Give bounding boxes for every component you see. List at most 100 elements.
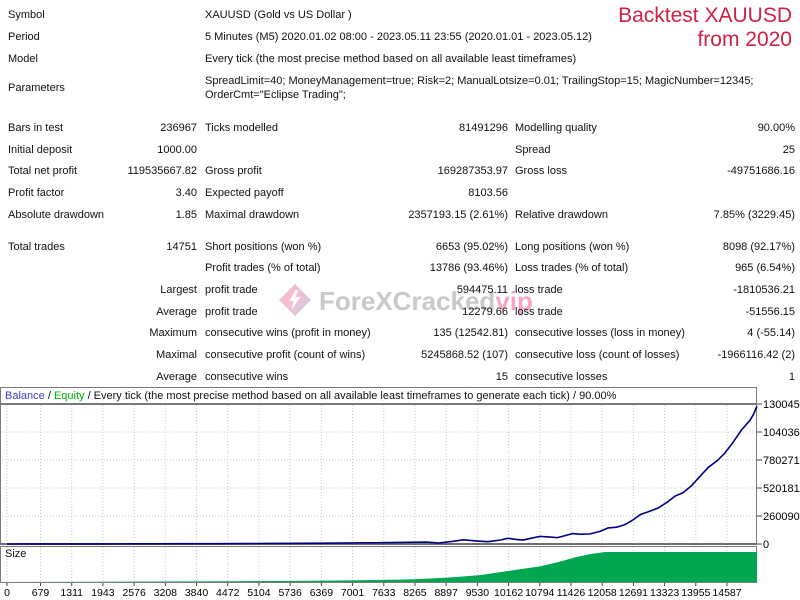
report-label-b: [205, 143, 400, 157]
column-gap: [197, 186, 205, 200]
report-value-c: -49751686.16: [727, 165, 795, 177]
report-label-a: [8, 370, 118, 384]
report-label-a: Profit factor: [8, 187, 65, 199]
report-value-c: 8098 (92.17%): [722, 241, 795, 253]
report-label-a: [8, 348, 118, 362]
report-label-c: consecutive loss (count of losses): [515, 349, 680, 361]
report-row: Bars in test 236967 Ticks modelled 81491296…: [0, 121, 800, 135]
report-value-c: 7.85% (3229.45): [713, 209, 795, 221]
report-info-label: Parameters: [8, 82, 65, 94]
report-info-row: Model Every tick (the most precise method…: [0, 52, 800, 66]
y-axis-label: 0: [763, 539, 769, 551]
report-label-b: profit trade: [205, 284, 258, 296]
report-row: Average consecutive wins 15 consecutive los…: [0, 370, 800, 384]
size-panel-label: Size: [5, 548, 27, 560]
x-axis-label: 2576: [122, 587, 146, 599]
page-title-line1: Backtest XAUUSD: [618, 4, 792, 27]
report-value-a: [118, 261, 197, 275]
report-label-b: consecutive wins (profit in money): [205, 327, 371, 339]
report-label-b: Maximal drawdown: [205, 209, 300, 221]
column-gap: [508, 208, 515, 222]
report-label-b: Ticks modelled: [205, 122, 278, 134]
balance-line: [6, 405, 758, 545]
legend-box: [0, 387, 757, 404]
column-gap: [197, 208, 205, 222]
report-row: Profit trades (% of total) 13786 (93.46%)…: [0, 261, 800, 275]
report-label-a: Total net profit: [8, 165, 78, 177]
x-axis-label: 3208: [154, 587, 178, 599]
report-value-b: 81491296: [459, 122, 508, 134]
main-plot-box: [0, 404, 757, 544]
report-info-label: Model: [8, 53, 38, 65]
report-value-b: 5245868.52 (107): [421, 349, 508, 361]
x-axis-label: 0: [4, 587, 10, 599]
legend-description: / Every tick (the most precise method ba…: [84, 390, 617, 402]
report-label-c: Long positions (won %): [515, 241, 630, 253]
x-axis-label: 11426: [557, 587, 586, 599]
report-row: Maximum consecutive wins (profit in money…: [0, 326, 800, 340]
balance-equity-chart: 0 679 1311 1943 2576 3208 3840 4472 5104 5736 6369…: [0, 387, 800, 599]
x-axis-label: 14587: [712, 587, 741, 599]
report-value-a: 1.85: [175, 209, 197, 221]
report-value-b: 135 (12542.81): [433, 327, 508, 339]
column-gap: [197, 261, 205, 275]
report-label-c: [515, 186, 695, 200]
x-axis-label: 13323: [650, 587, 679, 599]
x-axis-label: 4472: [216, 587, 240, 599]
report-value-c: -1810536.21: [733, 284, 795, 296]
report-label-b: Profit trades (% of total): [205, 262, 321, 274]
report-value-b: 6653 (95.02%): [435, 241, 508, 253]
report-value-b: 13786 (93.46%): [429, 262, 508, 274]
report-value-b: 594475.11: [456, 284, 508, 296]
report-label-b: Expected payoff: [205, 187, 284, 199]
report-value-b: [400, 143, 508, 157]
x-axis-label: 5104: [247, 587, 271, 599]
report-label-a: Initial deposit: [8, 144, 73, 156]
report-label-b: profit trade: [205, 306, 258, 318]
page-title: Backtest XAUUSD from 2020: [618, 4, 792, 52]
report-row: Initial deposit 1000.00 Spread 25: [0, 143, 800, 157]
report-label-c: Spread: [515, 144, 551, 156]
column-gap: [197, 305, 205, 319]
report-label-a: [8, 326, 118, 340]
report-value-c: -51556.15: [745, 306, 795, 318]
report-info-value: Every tick (the most precise method base…: [205, 53, 577, 65]
report-label-a: [8, 305, 118, 319]
report-value-a: 236967: [160, 122, 197, 134]
report-value-c: 1: [788, 371, 795, 383]
report-value-c: -1966116.42 (2): [717, 349, 795, 361]
report-label-c: loss trade: [515, 306, 563, 318]
report-label-c: consecutive losses: [515, 371, 608, 383]
column-gap: [508, 370, 515, 384]
x-axis-label: 8265: [403, 587, 427, 599]
column-gap: [508, 240, 515, 254]
x-axis-label: 8897: [434, 587, 458, 599]
x-axis-label: 7001: [341, 587, 365, 599]
y-axis-label: 7802717: [763, 455, 800, 467]
report-label-c: loss trade: [515, 284, 563, 296]
report-row: Profit factor 3.40 Expected payoff 8103.56: [0, 186, 800, 200]
report-value-a: Maximum: [149, 327, 197, 339]
report-label-c: Relative drawdown: [515, 209, 608, 221]
report-info-row: Symbol XAUUSD (Gold vs US Dollar ): [0, 8, 800, 22]
x-axis-label: 12691: [619, 587, 648, 599]
report-value-b: 169287353.97: [437, 165, 508, 177]
report-value-a: Average: [156, 306, 197, 318]
y-axis-label: 5201811: [763, 483, 800, 495]
report-label-c: Gross loss: [515, 165, 567, 177]
report-value-b: 2357193.15 (2.61%): [408, 209, 508, 221]
report-info-value: XAUUSD (Gold vs US Dollar ): [205, 9, 352, 21]
report-label-a: Total trades: [8, 241, 65, 253]
column-gap: [197, 240, 205, 254]
column-gap: [508, 326, 515, 340]
report-label-a: Absolute drawdown: [8, 209, 105, 221]
column-gap: [508, 261, 515, 275]
report-label-b: consecutive wins: [205, 371, 289, 383]
report-value-a: Average: [156, 371, 197, 383]
report-label-b: Short positions (won %): [205, 241, 322, 253]
report-value-a: Maximal: [156, 349, 197, 361]
chart-legend: Balance / Equity / Every tick (the most …: [5, 390, 616, 402]
report-label-c: Modelling quality: [515, 122, 597, 134]
report-info-value: SpreadLimit=40; MoneyManagement=true; Ri…: [205, 75, 754, 101]
